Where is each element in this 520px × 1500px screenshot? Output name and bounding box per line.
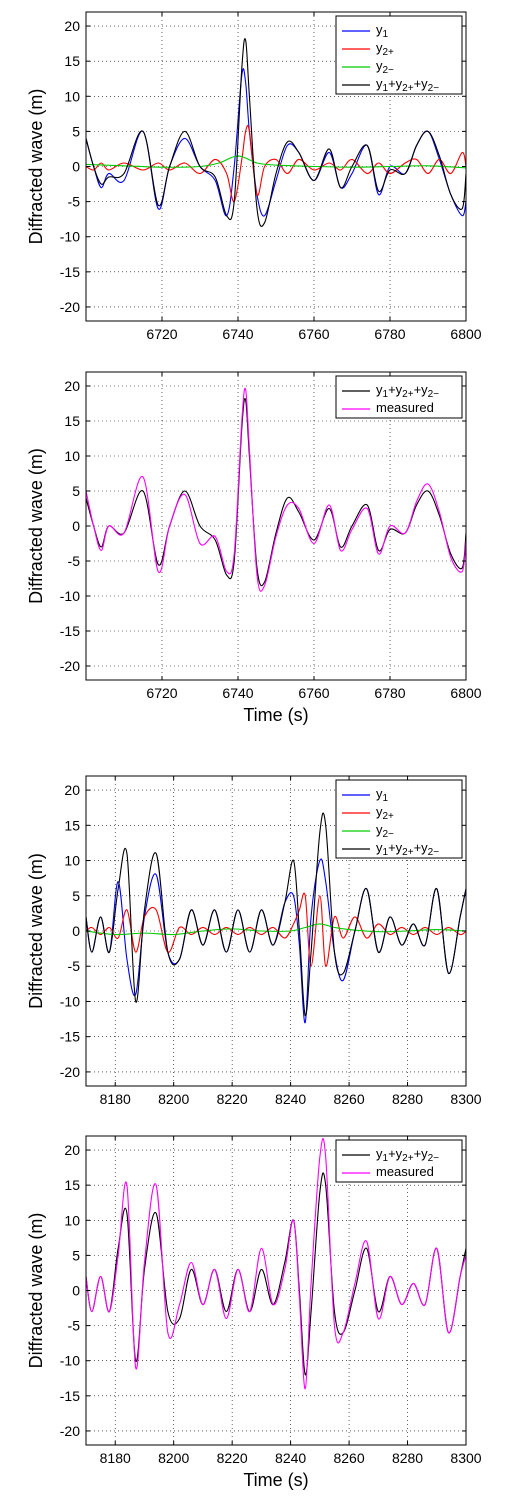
y-tick-label: -10 [60, 588, 80, 604]
y-tick-label: -20 [60, 299, 80, 315]
x-tick-label: 8240 [275, 1450, 306, 1466]
series-line-y2- [85, 155, 467, 169]
x-tick-label: 8260 [333, 1091, 364, 1107]
legend-label-measured: measured [376, 400, 434, 415]
y-axis-label: Diffracted wave (m) [26, 1213, 46, 1369]
y-tick-label: 15 [64, 53, 80, 69]
y-tick-label: 20 [64, 1142, 80, 1158]
x-tick-label: 8260 [333, 1450, 364, 1466]
y-tick-label: 0 [72, 518, 80, 534]
legend-box [335, 779, 463, 859]
y-tick-label: 10 [64, 853, 80, 869]
y-tick-label: -5 [68, 958, 81, 974]
y-tick-label: 20 [64, 378, 80, 394]
y-tick-label: -15 [60, 623, 80, 639]
y-tick-label: 15 [64, 817, 80, 833]
y-tick-label: -15 [60, 264, 80, 280]
x-tick-label: 8280 [392, 1091, 423, 1107]
y-tick-label: -20 [60, 1064, 80, 1080]
y-tick-label: -10 [60, 229, 80, 245]
legend: y1+y2++y2−measured [335, 1139, 463, 1183]
y-tick-label: -10 [60, 993, 80, 1009]
x-tick-label: 6720 [146, 685, 177, 701]
y-tick-label: 5 [72, 123, 80, 139]
series-line-y1+y2++y2- [85, 38, 467, 227]
legend-box [335, 15, 463, 95]
x-tick-label: 6760 [298, 685, 329, 701]
y-tick-label: 20 [64, 782, 80, 798]
y-tick-label: 0 [72, 1283, 80, 1299]
x-tick-label: 8200 [158, 1450, 189, 1466]
series-line-y1+y2++y2- [85, 812, 467, 1017]
x-axis-label: Time (s) [243, 705, 308, 725]
y-tick-label: 5 [72, 1247, 80, 1263]
y-tick-label: -15 [60, 1029, 80, 1045]
legend-label-y1: y1 [376, 22, 389, 40]
y-tick-label: -20 [60, 1423, 80, 1439]
legend-label-y2+: y2+ [376, 804, 394, 822]
series-line-y2+ [85, 124, 467, 203]
y-axis-label: Diffracted wave (m) [26, 853, 46, 1009]
chart-panel-2: 6720 6740 6760 6780 6800 -20 -15 -10 -5 0 5 10 15 20 D… [26, 371, 482, 725]
y-tick-label: -5 [68, 553, 81, 569]
x-tick-label: 6720 [146, 326, 177, 342]
legend: y1+y2++y2−measured [335, 375, 463, 419]
y-axis-label: Diffracted wave (m) [26, 89, 46, 245]
x-tick-label: 8220 [217, 1450, 248, 1466]
y-tick-label: 10 [64, 88, 80, 104]
legend-label-y1+y2++y2-: y1+y2++y2− [376, 382, 439, 400]
y-tick-label: 20 [64, 18, 80, 34]
x-tick-label: 8220 [217, 1091, 248, 1107]
legend-label-y1+y2++y2-: y1+y2++y2− [376, 840, 439, 858]
legend-label-y2-: y2− [376, 822, 394, 840]
x-tick-label: 6800 [450, 685, 481, 701]
x-tick-label: 8180 [100, 1091, 131, 1107]
x-tick-label: 6740 [222, 685, 253, 701]
x-tick-label: 8200 [158, 1091, 189, 1107]
legend-box [335, 1139, 463, 1183]
x-axis-label: Time (s) [243, 1470, 308, 1490]
y-tick-label: 15 [64, 1177, 80, 1193]
legend-label-y2+: y2+ [376, 40, 394, 58]
y-tick-label: -15 [60, 1388, 80, 1404]
legend-label-y1: y1 [376, 786, 389, 804]
series-line-measured [85, 1138, 467, 1390]
y-tick-label: 0 [72, 923, 80, 939]
chart-panel-1: 6720 6740 6760 6780 6800 -20 -15 -10 -5 0 5 10 15 20 D… [26, 11, 482, 342]
legend-label-y1+y2++y2-: y1+y2++y2− [376, 76, 439, 94]
series-line-y2+ [85, 892, 467, 967]
y-tick-label: -5 [68, 194, 81, 210]
y-axis-label: Diffracted wave (m) [26, 448, 46, 604]
y-tick-label: 10 [64, 1212, 80, 1228]
legend-label-y1+y2++y2-: y1+y2++y2− [376, 1146, 439, 1164]
legend-box [335, 375, 463, 419]
x-tick-label: 8280 [392, 1450, 423, 1466]
x-tick-label: 6800 [450, 326, 481, 342]
y-tick-label: -20 [60, 658, 80, 674]
y-tick-label: 5 [72, 483, 80, 499]
x-tick-label: 8300 [450, 1091, 481, 1107]
x-tick-label: 8240 [275, 1091, 306, 1107]
y-tick-label: 15 [64, 413, 80, 429]
x-tick-label: 6740 [222, 326, 253, 342]
chart-panel-4: 8180 8200 8220 8240 8260 8280 8300 -20 -15 -10 -5 0… [26, 1135, 482, 1490]
x-tick-label: 8300 [450, 1450, 481, 1466]
x-tick-label: 6780 [374, 326, 405, 342]
y-tick-label: 0 [72, 159, 80, 175]
y-tick-label: 10 [64, 448, 80, 464]
chart-panel-3: 8180 8200 8220 8240 8260 8280 8300 -20 -15 -10 -5 0… [26, 775, 482, 1107]
x-tick-label: 8180 [100, 1450, 131, 1466]
series-line-measured [85, 387, 467, 592]
x-tick-label: 6760 [298, 326, 329, 342]
y-tick-label: -5 [68, 1318, 81, 1334]
y-tick-label: 5 [72, 888, 80, 904]
x-tick-label: 6780 [374, 685, 405, 701]
legend-label-y2-: y2− [376, 58, 394, 76]
legend-label-measured: measured [376, 1164, 434, 1179]
y-tick-label: -10 [60, 1353, 80, 1369]
